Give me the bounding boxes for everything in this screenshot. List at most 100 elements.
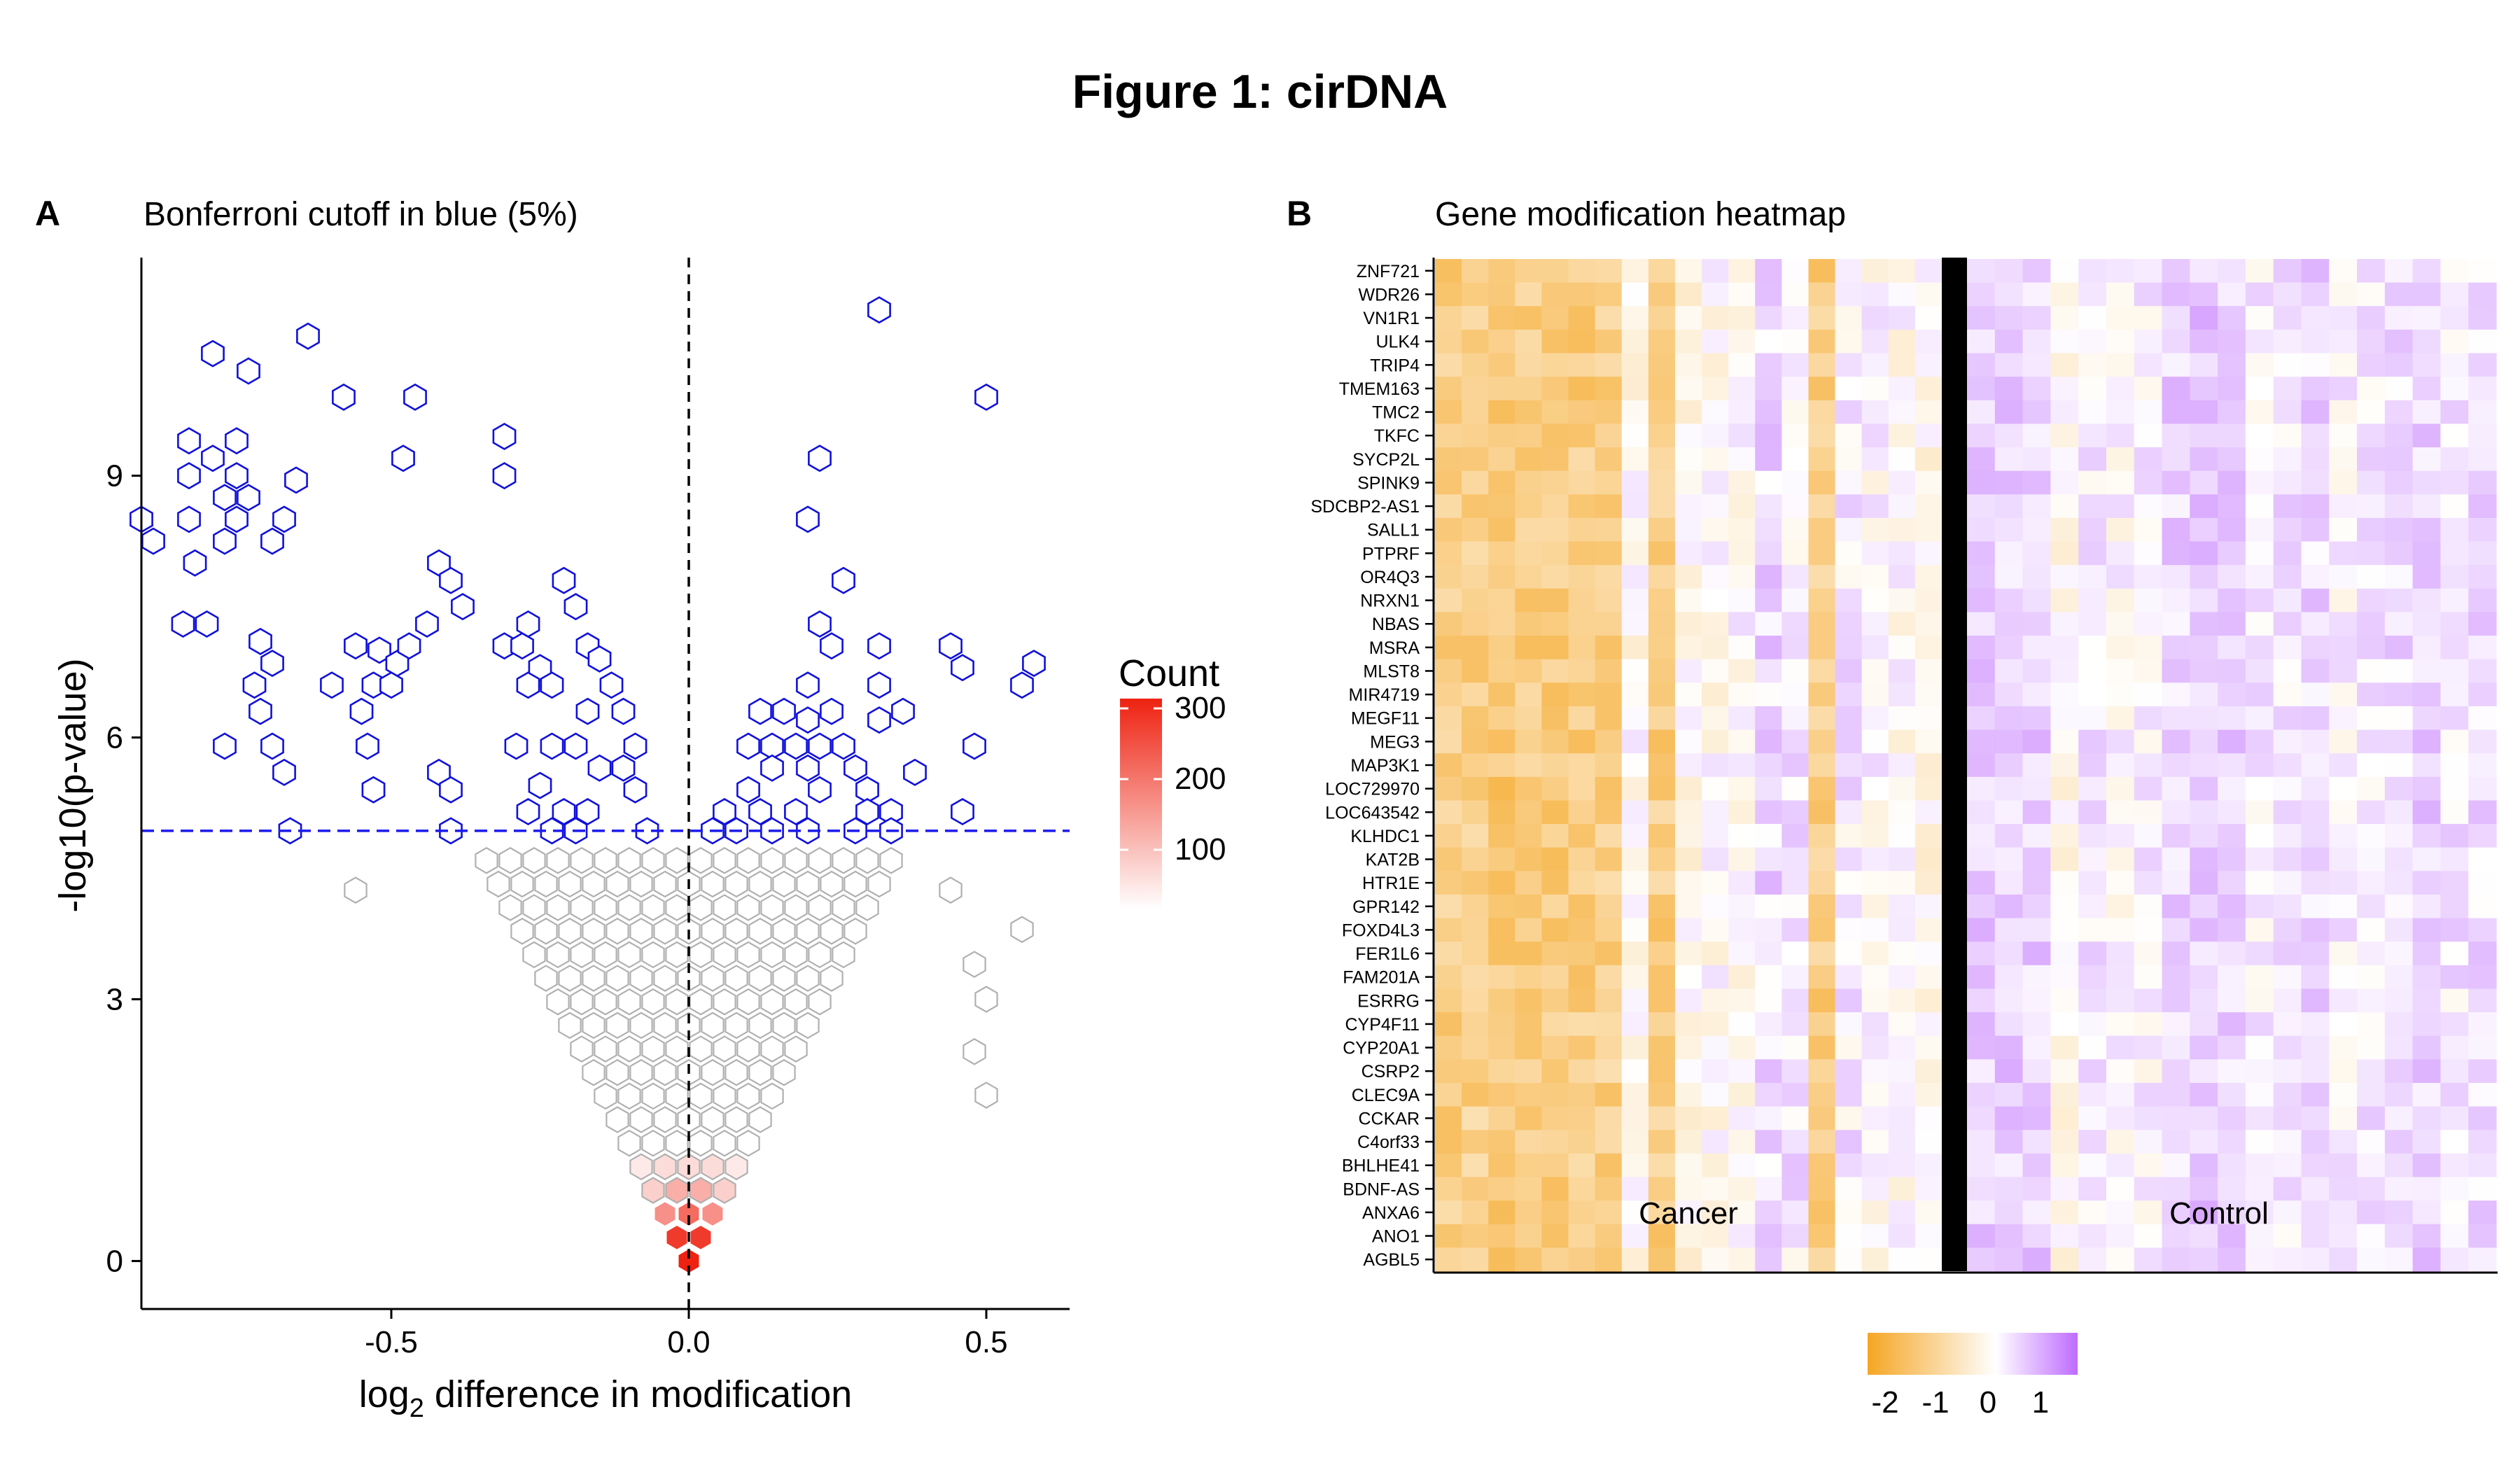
heatmap-cell	[1994, 329, 2024, 354]
heatmap-cell	[2384, 636, 2414, 660]
significant-hexbin-cell	[237, 484, 260, 512]
heatmap-cell	[2357, 682, 2386, 707]
heatmap-cell	[2440, 1106, 2469, 1130]
significant-hexbin-cell	[867, 296, 891, 324]
hexbin-cell	[510, 870, 534, 898]
heatmap-cell	[1888, 1059, 1916, 1084]
heatmap-cell	[2329, 659, 2358, 683]
heatmap-cell	[2078, 588, 2107, 613]
heatmap-cell	[2357, 1059, 2386, 1084]
heatmap-cell	[2440, 1082, 2469, 1107]
heatmap-cell	[1808, 1153, 1836, 1178]
heatmap-cell	[1702, 282, 1729, 307]
heatmap-cell	[2301, 1224, 2330, 1248]
heatmap-cell	[1835, 1082, 1863, 1107]
heatmap-cell	[2357, 541, 2386, 566]
heatmap-cell	[2245, 659, 2274, 683]
heatmap-cell	[2468, 329, 2497, 354]
hexbin-cell	[582, 1058, 606, 1086]
heatmap-cell	[1782, 1247, 1809, 1272]
heatmap-cell	[1914, 565, 1942, 589]
heatmap-cell	[2440, 800, 2469, 825]
hexbin-cell	[855, 847, 879, 874]
heatmap-cell	[2412, 1082, 2442, 1107]
heatmap-cell	[1967, 871, 1996, 895]
heatmap-cell	[2384, 871, 2414, 895]
heatmap-cell	[2218, 1130, 2246, 1154]
heatmap-cell	[1808, 588, 1836, 613]
heatmap-cell	[2078, 1035, 2107, 1060]
heatmap-cell	[1782, 753, 1809, 778]
legend-tick-label: 200	[1175, 762, 1226, 796]
heatmap-cell	[1674, 1224, 1702, 1248]
heatmap-cell	[2022, 729, 2051, 754]
heatmap-cell	[1515, 636, 1543, 660]
heatmap-cell	[1914, 1012, 1942, 1037]
significant-hexbin-cell	[516, 671, 540, 699]
heatmap-cell	[2329, 1035, 2358, 1060]
hexbin-cell	[641, 847, 665, 874]
heatmap-cell	[2190, 918, 2218, 942]
heatmap-cell	[1808, 682, 1836, 707]
heatmap-cell	[1808, 282, 1836, 307]
hexbin-cell	[689, 1224, 713, 1252]
hexbin-cell	[665, 847, 689, 874]
heatmap-cell	[1994, 1153, 2024, 1178]
heatmap-cell	[1861, 588, 1889, 613]
heatmap-cell	[1515, 776, 1543, 802]
heatmap-cell	[2468, 894, 2497, 919]
heatmap-cell	[1462, 470, 1489, 495]
heatmap-cell	[2412, 424, 2442, 448]
heatmap-cell	[2273, 753, 2302, 778]
heatmap-cell	[1674, 918, 1702, 942]
heatmap-cell	[1568, 470, 1596, 495]
heatmap-cell	[1702, 517, 1729, 542]
heatmap-cell	[1967, 682, 1996, 707]
heatmap-cell	[1462, 918, 1489, 942]
heatmap-cell	[2468, 282, 2497, 307]
heatmap-cell	[2468, 871, 2497, 895]
hexbin-cell	[784, 847, 808, 874]
heatmap-cell	[2050, 565, 2079, 589]
heatmap-cell	[1782, 636, 1809, 660]
row-label: SDCBP2-AS1	[1310, 497, 1420, 517]
row-label: TKFC	[1374, 426, 1420, 446]
heatmap-cell	[1435, 800, 1462, 825]
heatmap-cell	[1782, 706, 1809, 731]
heatmap-cell	[2468, 447, 2497, 472]
heatmap-cell	[1674, 1106, 1702, 1130]
heatmap-cell	[2078, 306, 2107, 330]
heatmap-cell	[1621, 541, 1649, 566]
heatmap-cell	[2440, 447, 2469, 472]
heatmap-cell	[1782, 871, 1809, 895]
heatmap-cell	[2106, 776, 2135, 802]
heatmap-cell	[1515, 659, 1543, 683]
heatmap-cell	[2162, 1200, 2190, 1225]
heatmap-cell	[1728, 776, 1756, 802]
heatmap-cell	[2412, 1200, 2442, 1225]
heatmap-cell	[1967, 988, 1996, 1013]
heatmap-cell	[1835, 588, 1863, 613]
heatmap-cell	[1515, 306, 1543, 330]
heatmap-cell	[2162, 541, 2190, 566]
heatmap-cell	[2329, 1200, 2358, 1225]
hexbin-cell	[665, 988, 689, 1016]
heatmap-cell	[2412, 588, 2442, 613]
heatmap-cell	[1674, 400, 1702, 424]
heatmap-cell	[1728, 588, 1756, 613]
heatmap-cell	[2106, 565, 2135, 589]
heatmap-cell	[1462, 941, 1489, 966]
significant-hexbin-cell	[213, 732, 237, 760]
heatmap-cell	[2022, 1106, 2051, 1130]
heatmap-cell	[1515, 1177, 1543, 1201]
heatmap-cell	[2273, 965, 2302, 990]
heatmap-cell	[2106, 329, 2135, 354]
heatmap-cell	[1541, 588, 1569, 613]
heatmap-cell	[1888, 1035, 1916, 1060]
heatmap-cell	[2468, 753, 2497, 778]
significant-hexbin-cell	[867, 706, 891, 734]
heatmap-cell	[1728, 1035, 1756, 1060]
heatmap-cell	[2357, 800, 2386, 825]
hexbin-cell	[736, 941, 760, 969]
heatmap-cell	[2468, 824, 2497, 848]
